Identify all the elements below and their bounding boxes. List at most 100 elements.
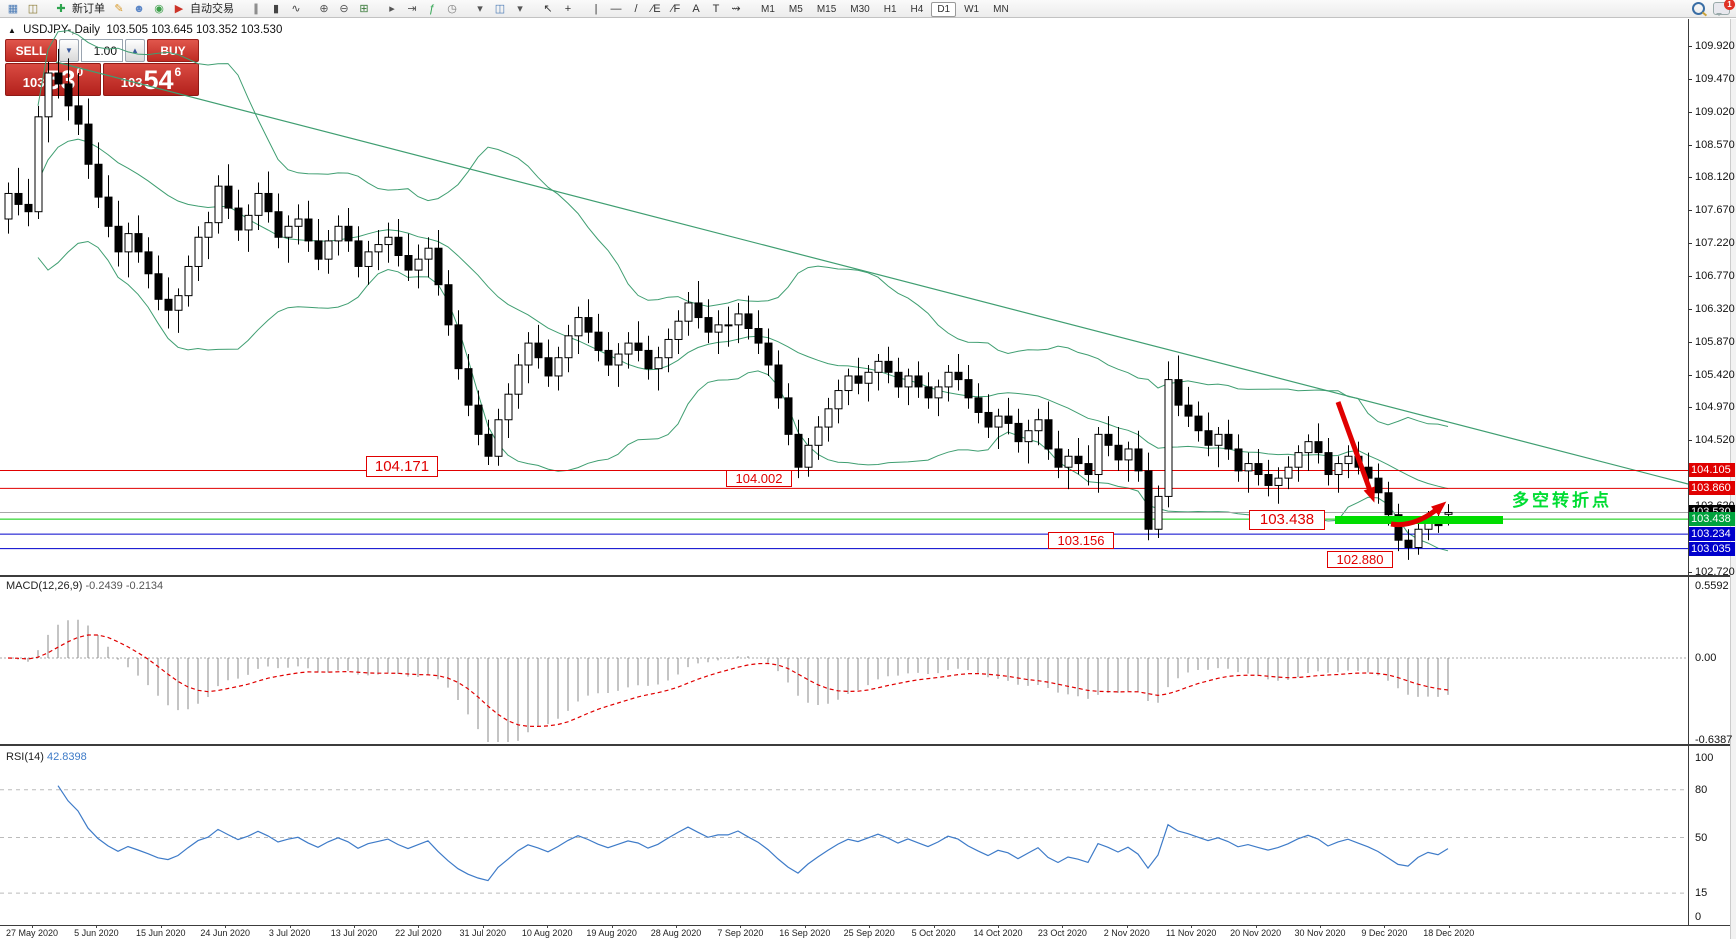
- price-tick-mark: [1688, 341, 1692, 343]
- price-tick-label: 105.870: [1695, 335, 1735, 348]
- chart-window-icon[interactable]: ▦: [7, 2, 19, 15]
- chat-icon[interactable]: 1: [1713, 0, 1735, 16]
- price-label-box[interactable]: 104.002: [726, 470, 792, 487]
- cursor-icon[interactable]: ↖: [543, 2, 553, 15]
- date-tick-mark: [676, 925, 677, 928]
- price-axis-badge: 103.438: [1689, 512, 1735, 527]
- date-tick-label: 27 May 2020: [5, 928, 59, 938]
- trendline-icon[interactable]: /: [634, 2, 638, 15]
- rsi-axis-label: 50: [1695, 831, 1708, 844]
- indicators-icon[interactable]: ƒ: [428, 2, 436, 15]
- collapse-triangle-icon[interactable]: ▲: [8, 26, 16, 35]
- crosshair-icon[interactable]: +: [564, 2, 572, 15]
- new-order-label[interactable]: 新订单: [72, 2, 105, 15]
- zoom-in-icon[interactable]: ⊕: [319, 2, 329, 15]
- bar-chart-icon[interactable]: ∥: [253, 2, 259, 15]
- timeframe-h4[interactable]: H4: [910, 3, 924, 15]
- fibonacci-icon[interactable]: ⁄F: [671, 2, 681, 15]
- timeframe-w1[interactable]: W1: [964, 3, 980, 15]
- tile-windows-icon[interactable]: ⊞: [359, 2, 369, 15]
- rsi-name: RSI(14): [6, 751, 44, 763]
- price-label-box[interactable]: 104.171: [366, 456, 438, 477]
- date-tick-mark: [1255, 925, 1257, 928]
- user-profile-icon[interactable]: ☻: [133, 2, 145, 15]
- date-tick-label: 9 Dec 2020: [1361, 928, 1408, 938]
- autotrading-label[interactable]: 自动交易: [190, 2, 234, 15]
- line-chart-icon[interactable]: ∿: [291, 2, 301, 15]
- date-tick-label: 31 Jul 2020: [459, 928, 507, 938]
- rsi-panel-separator[interactable]: [0, 744, 1736, 746]
- date-tick-label: 13 Jul 2020: [330, 928, 378, 938]
- date-tick-label: 2 Nov 2020: [1103, 928, 1150, 938]
- price-tick-label: 106.770: [1695, 269, 1735, 282]
- price-tick-label: 106.320: [1695, 302, 1735, 315]
- price-label-box[interactable]: 102.880: [1327, 551, 1393, 568]
- price-tick-mark: [1688, 210, 1692, 212]
- price-axis-badge: 103.035: [1689, 541, 1735, 556]
- date-tick-label: 7 Sep 2020: [717, 928, 764, 938]
- date-tick-label: 18 Dec 2020: [1423, 928, 1475, 938]
- date-tick-mark: [225, 925, 227, 928]
- arrows-icon[interactable]: ⇝: [731, 2, 741, 15]
- timeframe-d1[interactable]: D1: [931, 1, 957, 17]
- date-tick-mark: [547, 925, 549, 928]
- date-tick-mark: [740, 925, 742, 928]
- date-tick-mark: [1191, 925, 1193, 928]
- equidistant-channel-icon[interactable]: ⁄E: [651, 2, 661, 15]
- timeframe-mn[interactable]: MN: [993, 3, 1009, 15]
- macd-name: MACD(12,26,9): [6, 580, 83, 592]
- text-label-icon[interactable]: T: [712, 2, 720, 15]
- zoom-out-icon[interactable]: ⊖: [339, 2, 349, 15]
- price-tick-label: 107.220: [1695, 237, 1735, 250]
- date-axis-separator: [0, 925, 1736, 926]
- date-tick-mark: [1126, 925, 1128, 928]
- date-tick-mark: [611, 925, 613, 928]
- profiles-icon[interactable]: ◫: [27, 2, 39, 15]
- price-label-box[interactable]: 103.156: [1048, 532, 1114, 549]
- vertical-line-icon[interactable]: |: [594, 2, 598, 15]
- date-tick-label: 3 Jul 2020: [268, 928, 311, 938]
- price-tick-mark: [1688, 308, 1692, 310]
- dropdown-caret2-icon[interactable]: ▾: [517, 2, 523, 15]
- macd-axis-label: 0.5592: [1695, 579, 1729, 592]
- date-tick-mark: [354, 925, 355, 928]
- chart-plot-area[interactable]: [0, 19, 1688, 925]
- timeframe-m15[interactable]: M15: [816, 3, 837, 15]
- candlestick-chart-icon[interactable]: ▮: [272, 2, 280, 15]
- price-tick-mark: [1688, 275, 1692, 277]
- price-tick-mark: [1688, 571, 1692, 573]
- macd-panel-separator[interactable]: [0, 575, 1736, 577]
- price-tick-mark: [1688, 46, 1692, 47]
- autotrading-icon[interactable]: ▶: [174, 2, 184, 15]
- macd-axis-label: 0.00: [1695, 652, 1717, 664]
- date-tick-mark: [998, 925, 999, 928]
- date-tick-label: 5 Oct 2020: [911, 928, 956, 938]
- signal-icon[interactable]: ◉: [154, 2, 164, 15]
- date-tick-label: 20 Nov 2020: [1230, 928, 1282, 938]
- timeframe-m30[interactable]: M30: [850, 3, 870, 15]
- chart-shift-icon[interactable]: ⇥: [407, 2, 417, 15]
- date-tick-label: 22 Jul 2020: [395, 928, 442, 938]
- new-order-icon[interactable]: ✚: [56, 2, 66, 15]
- horizontal-line-icon[interactable]: —: [610, 2, 622, 15]
- rsi-header: RSI(14) 42.8398: [6, 751, 87, 763]
- chat-badge: 1: [1724, 0, 1735, 10]
- timeframe-m5[interactable]: M5: [788, 3, 803, 15]
- text-icon[interactable]: A: [692, 2, 700, 15]
- dropdown-caret-icon[interactable]: ▾: [477, 2, 483, 15]
- date-tick-label: 10 Aug 2020: [521, 928, 573, 938]
- date-tick-mark: [96, 925, 98, 928]
- timeframe-h1[interactable]: H1: [883, 3, 897, 15]
- date-tick-mark: [1062, 925, 1064, 928]
- crayon-icon[interactable]: ✎: [114, 2, 124, 15]
- price-tick-mark: [1688, 177, 1692, 179]
- indicator-window-icon[interactable]: ◫: [494, 2, 506, 15]
- search-icon[interactable]: [1692, 2, 1705, 15]
- rsi-axis-label: 0: [1695, 911, 1702, 923]
- date-tick-mark: [1384, 925, 1386, 928]
- price-label-box[interactable]: 103.438: [1249, 510, 1325, 530]
- date-tick-mark: [1320, 925, 1321, 928]
- timeframe-m1[interactable]: M1: [761, 3, 775, 15]
- clock-icon[interactable]: ◷: [447, 2, 457, 15]
- auto-scroll-icon[interactable]: ▸: [389, 2, 395, 15]
